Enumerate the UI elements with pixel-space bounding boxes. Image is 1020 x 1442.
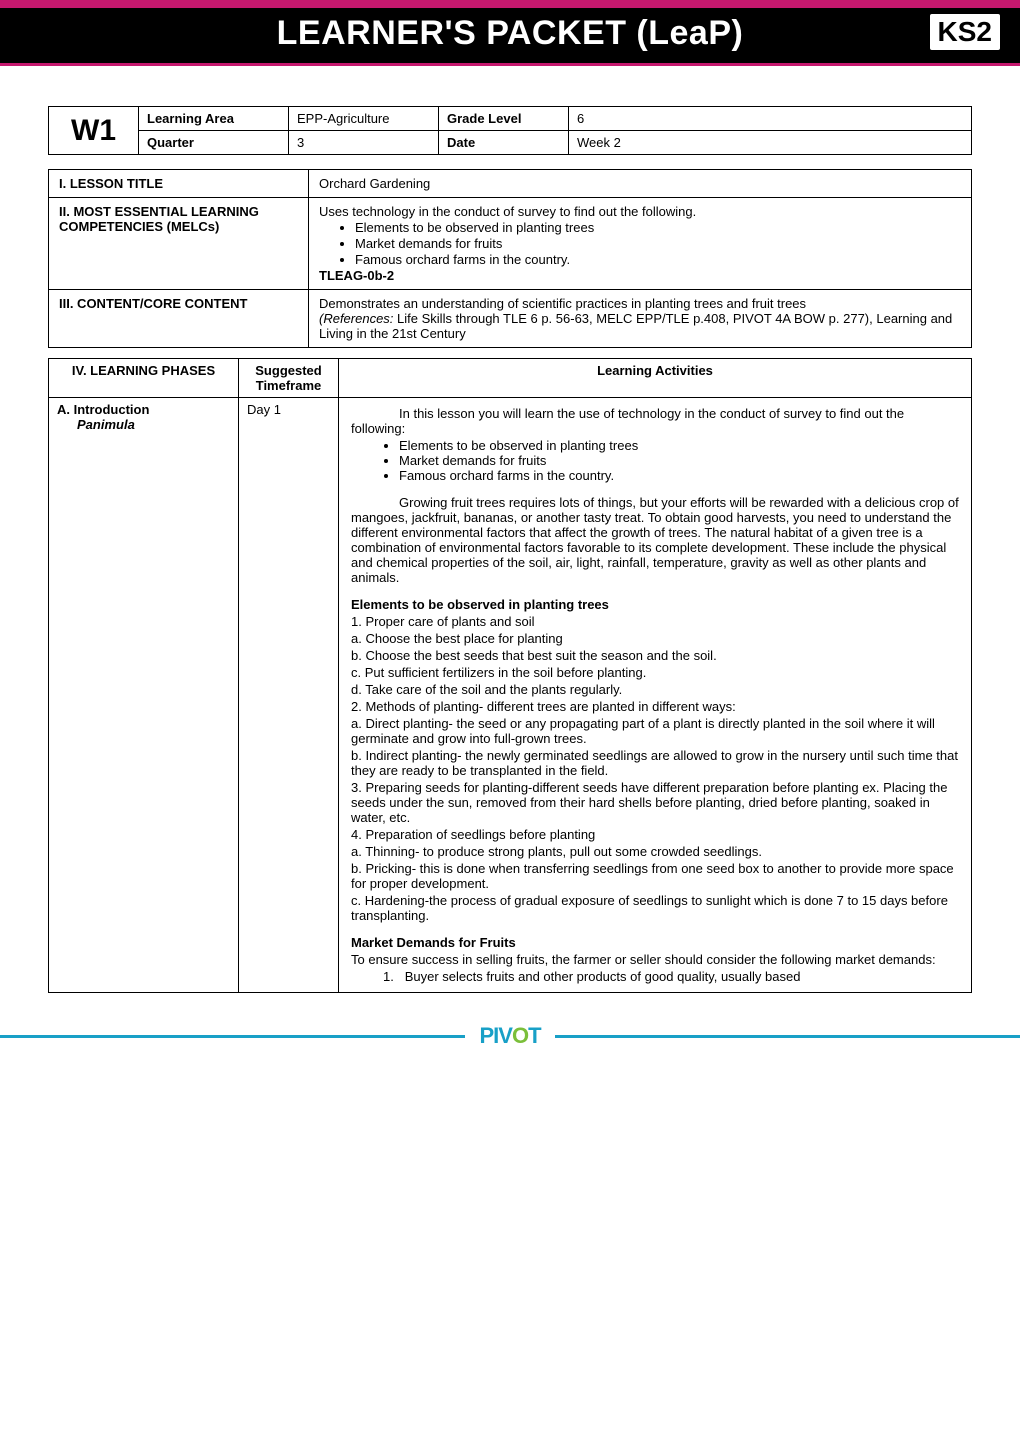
melc-bullet: Elements to be observed in planting tree… — [355, 220, 961, 235]
phases-table: IV. LEARNING PHASES Suggested Timeframe … — [48, 358, 972, 993]
grade-level-label: Grade Level — [439, 107, 569, 131]
activity-lead: In this lesson you will learn the use of… — [351, 406, 959, 436]
elements-line: a. Thinning- to produce strong plants, p… — [351, 844, 959, 859]
elements-line: 1. Proper care of plants and soil — [351, 614, 959, 629]
phases-header-phase: IV. LEARNING PHASES — [49, 359, 239, 398]
elements-line: b. Pricking- this is done when transferr… — [351, 861, 959, 891]
market-title: Market Demands for Fruits — [351, 935, 959, 950]
elements-line: b. Indirect planting- the newly germinat… — [351, 748, 959, 778]
elements-line: c. Put sufficient fertilizers in the soi… — [351, 665, 959, 680]
elements-line: c. Hardening-the process of gradual expo… — [351, 893, 959, 923]
grade-level-value: 6 — [569, 107, 972, 131]
content-refs-prefix: (References: — [319, 311, 397, 326]
lesson-title-label: I. LESSON TITLE — [49, 170, 309, 198]
footer: PIVOT — [0, 1023, 1020, 1059]
header-bar: LEARNER'S PACKET (LeaP) KS2 — [0, 8, 1020, 63]
footer-logo-main: PIV — [479, 1023, 511, 1048]
melc-intro: Uses technology in the conduct of survey… — [319, 204, 696, 219]
melc-bullet-list: Elements to be observed in planting tree… — [319, 220, 961, 267]
info-row-1: W1 Learning Area EPP-Agriculture Grade L… — [49, 107, 972, 131]
melc-label: II. MOST ESSENTIAL LEARNING COMPETENCIES… — [49, 198, 309, 290]
phase-intro-activity: In this lesson you will learn the use of… — [339, 398, 972, 993]
activity-lead-bullets: Elements to be observed in planting tree… — [351, 438, 959, 483]
phases-header-row: IV. LEARNING PHASES Suggested Timeframe … — [49, 359, 972, 398]
phases-header-activity: Learning Activities — [339, 359, 972, 398]
learning-area-label: Learning Area — [139, 107, 289, 131]
content-area: W1 Learning Area EPP-Agriculture Grade L… — [0, 66, 1020, 993]
market-intro: To ensure success in selling fruits, the… — [351, 952, 959, 967]
elements-line: 4. Preparation of seedlings before plant… — [351, 827, 959, 842]
elements-line: 3. Preparing seeds for planting-differen… — [351, 780, 959, 825]
phase-intro-label-cell: A. Introduction Panimula — [49, 398, 239, 993]
date-value: Week 2 — [569, 131, 972, 155]
footer-line-right — [555, 1035, 1020, 1038]
phase-intro-label: A. Introduction — [57, 402, 149, 417]
ks2-badge: KS2 — [930, 14, 1000, 50]
elements-line: b. Choose the best seeds that best suit … — [351, 648, 959, 663]
market-item1-prefix: 1. — [383, 969, 394, 984]
content-body: Demonstrates an understanding of scienti… — [309, 290, 972, 348]
lesson-table: I. LESSON TITLE Orchard Gardening II. MO… — [48, 169, 972, 348]
footer-logo-tail: T — [528, 1023, 540, 1048]
header-title: LEARNER'S PACKET (LeaP) — [277, 14, 744, 53]
activity-para1: Growing fruit trees requires lots of thi… — [351, 495, 959, 585]
footer-logo-leaf: O — [512, 1023, 528, 1048]
info-table: W1 Learning Area EPP-Agriculture Grade L… — [48, 106, 972, 155]
info-row-2: Quarter 3 Date Week 2 — [49, 131, 972, 155]
quarter-value: 3 — [289, 131, 439, 155]
elements-line: a. Direct planting- the seed or any prop… — [351, 716, 959, 746]
week-code-cell: W1 — [49, 107, 139, 155]
elements-line: d. Take care of the soil and the plants … — [351, 682, 959, 697]
melc-code: TLEAG-0b-2 — [319, 268, 394, 283]
content-refs: Life Skills through TLE 6 p. 56-63, MELC… — [319, 311, 952, 341]
lead-bullet: Market demands for fruits — [399, 453, 959, 468]
footer-logo: PIVOT — [465, 1023, 554, 1049]
lead-bullet: Famous orchard farms in the country. — [399, 468, 959, 483]
elements-title: Elements to be observed in planting tree… — [351, 597, 959, 612]
lesson-title-value: Orchard Gardening — [309, 170, 972, 198]
page: LEARNER'S PACKET (LeaP) KS2 W1 Learning … — [0, 0, 1020, 1059]
melc-content: Uses technology in the conduct of survey… — [309, 198, 972, 290]
content-label: III. CONTENT/CORE CONTENT — [49, 290, 309, 348]
phase-intro-sublabel: Panimula — [77, 417, 230, 432]
footer-line-left — [0, 1035, 465, 1038]
phase-intro-row: A. Introduction Panimula Day 1 In this l… — [49, 398, 972, 993]
elements-line: 2. Methods of planting- different trees … — [351, 699, 959, 714]
market-item-1: 1. Buyer selects fruits and other produc… — [351, 969, 959, 984]
date-label: Date — [439, 131, 569, 155]
learning-area-value: EPP-Agriculture — [289, 107, 439, 131]
elements-line: a. Choose the best place for planting — [351, 631, 959, 646]
content-row: III. CONTENT/CORE CONTENT Demonstrates a… — [49, 290, 972, 348]
melc-bullet: Famous orchard farms in the country. — [355, 252, 961, 267]
lesson-title-row: I. LESSON TITLE Orchard Gardening — [49, 170, 972, 198]
lead-bullet: Elements to be observed in planting tree… — [399, 438, 959, 453]
melc-bullet: Market demands for fruits — [355, 236, 961, 251]
phase-intro-time: Day 1 — [239, 398, 339, 993]
content-line1: Demonstrates an understanding of scienti… — [319, 296, 806, 311]
quarter-label: Quarter — [139, 131, 289, 155]
phases-header-time: Suggested Timeframe — [239, 359, 339, 398]
market-item1-text: Buyer selects fruits and other products … — [405, 969, 801, 984]
melc-row: II. MOST ESSENTIAL LEARNING COMPETENCIES… — [49, 198, 972, 290]
top-accent-bar — [0, 0, 1020, 8]
